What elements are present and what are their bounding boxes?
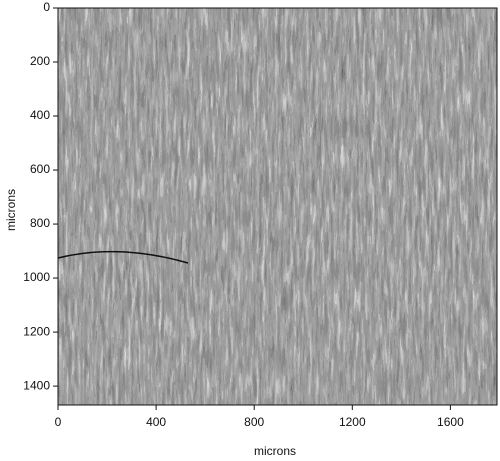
y-tick-label: 600: [30, 162, 50, 176]
x-tick-label: 400: [146, 415, 166, 429]
y-axis-label: microns: [4, 189, 18, 231]
micrograph-texture: [58, 8, 497, 405]
x-axis-label: microns: [254, 444, 296, 458]
x-tick-label: 1600: [437, 415, 464, 429]
y-tick-label: 800: [30, 216, 50, 230]
x-tick-label: 1200: [339, 415, 366, 429]
grain-boundary: [57, 250, 189, 264]
y-tick-label: 400: [30, 108, 50, 122]
y-tick-label: 200: [30, 54, 50, 68]
x-tick-label: 0: [55, 415, 62, 429]
plot-area: [57, 7, 498, 406]
y-tick-label: 0: [43, 0, 50, 14]
y-tick-label: 1000: [23, 270, 50, 284]
x-tick-label: 800: [244, 415, 264, 429]
y-tick-label: 1400: [23, 378, 50, 392]
y-tick-label: 1200: [23, 324, 50, 338]
plot-frame: [57, 7, 498, 406]
